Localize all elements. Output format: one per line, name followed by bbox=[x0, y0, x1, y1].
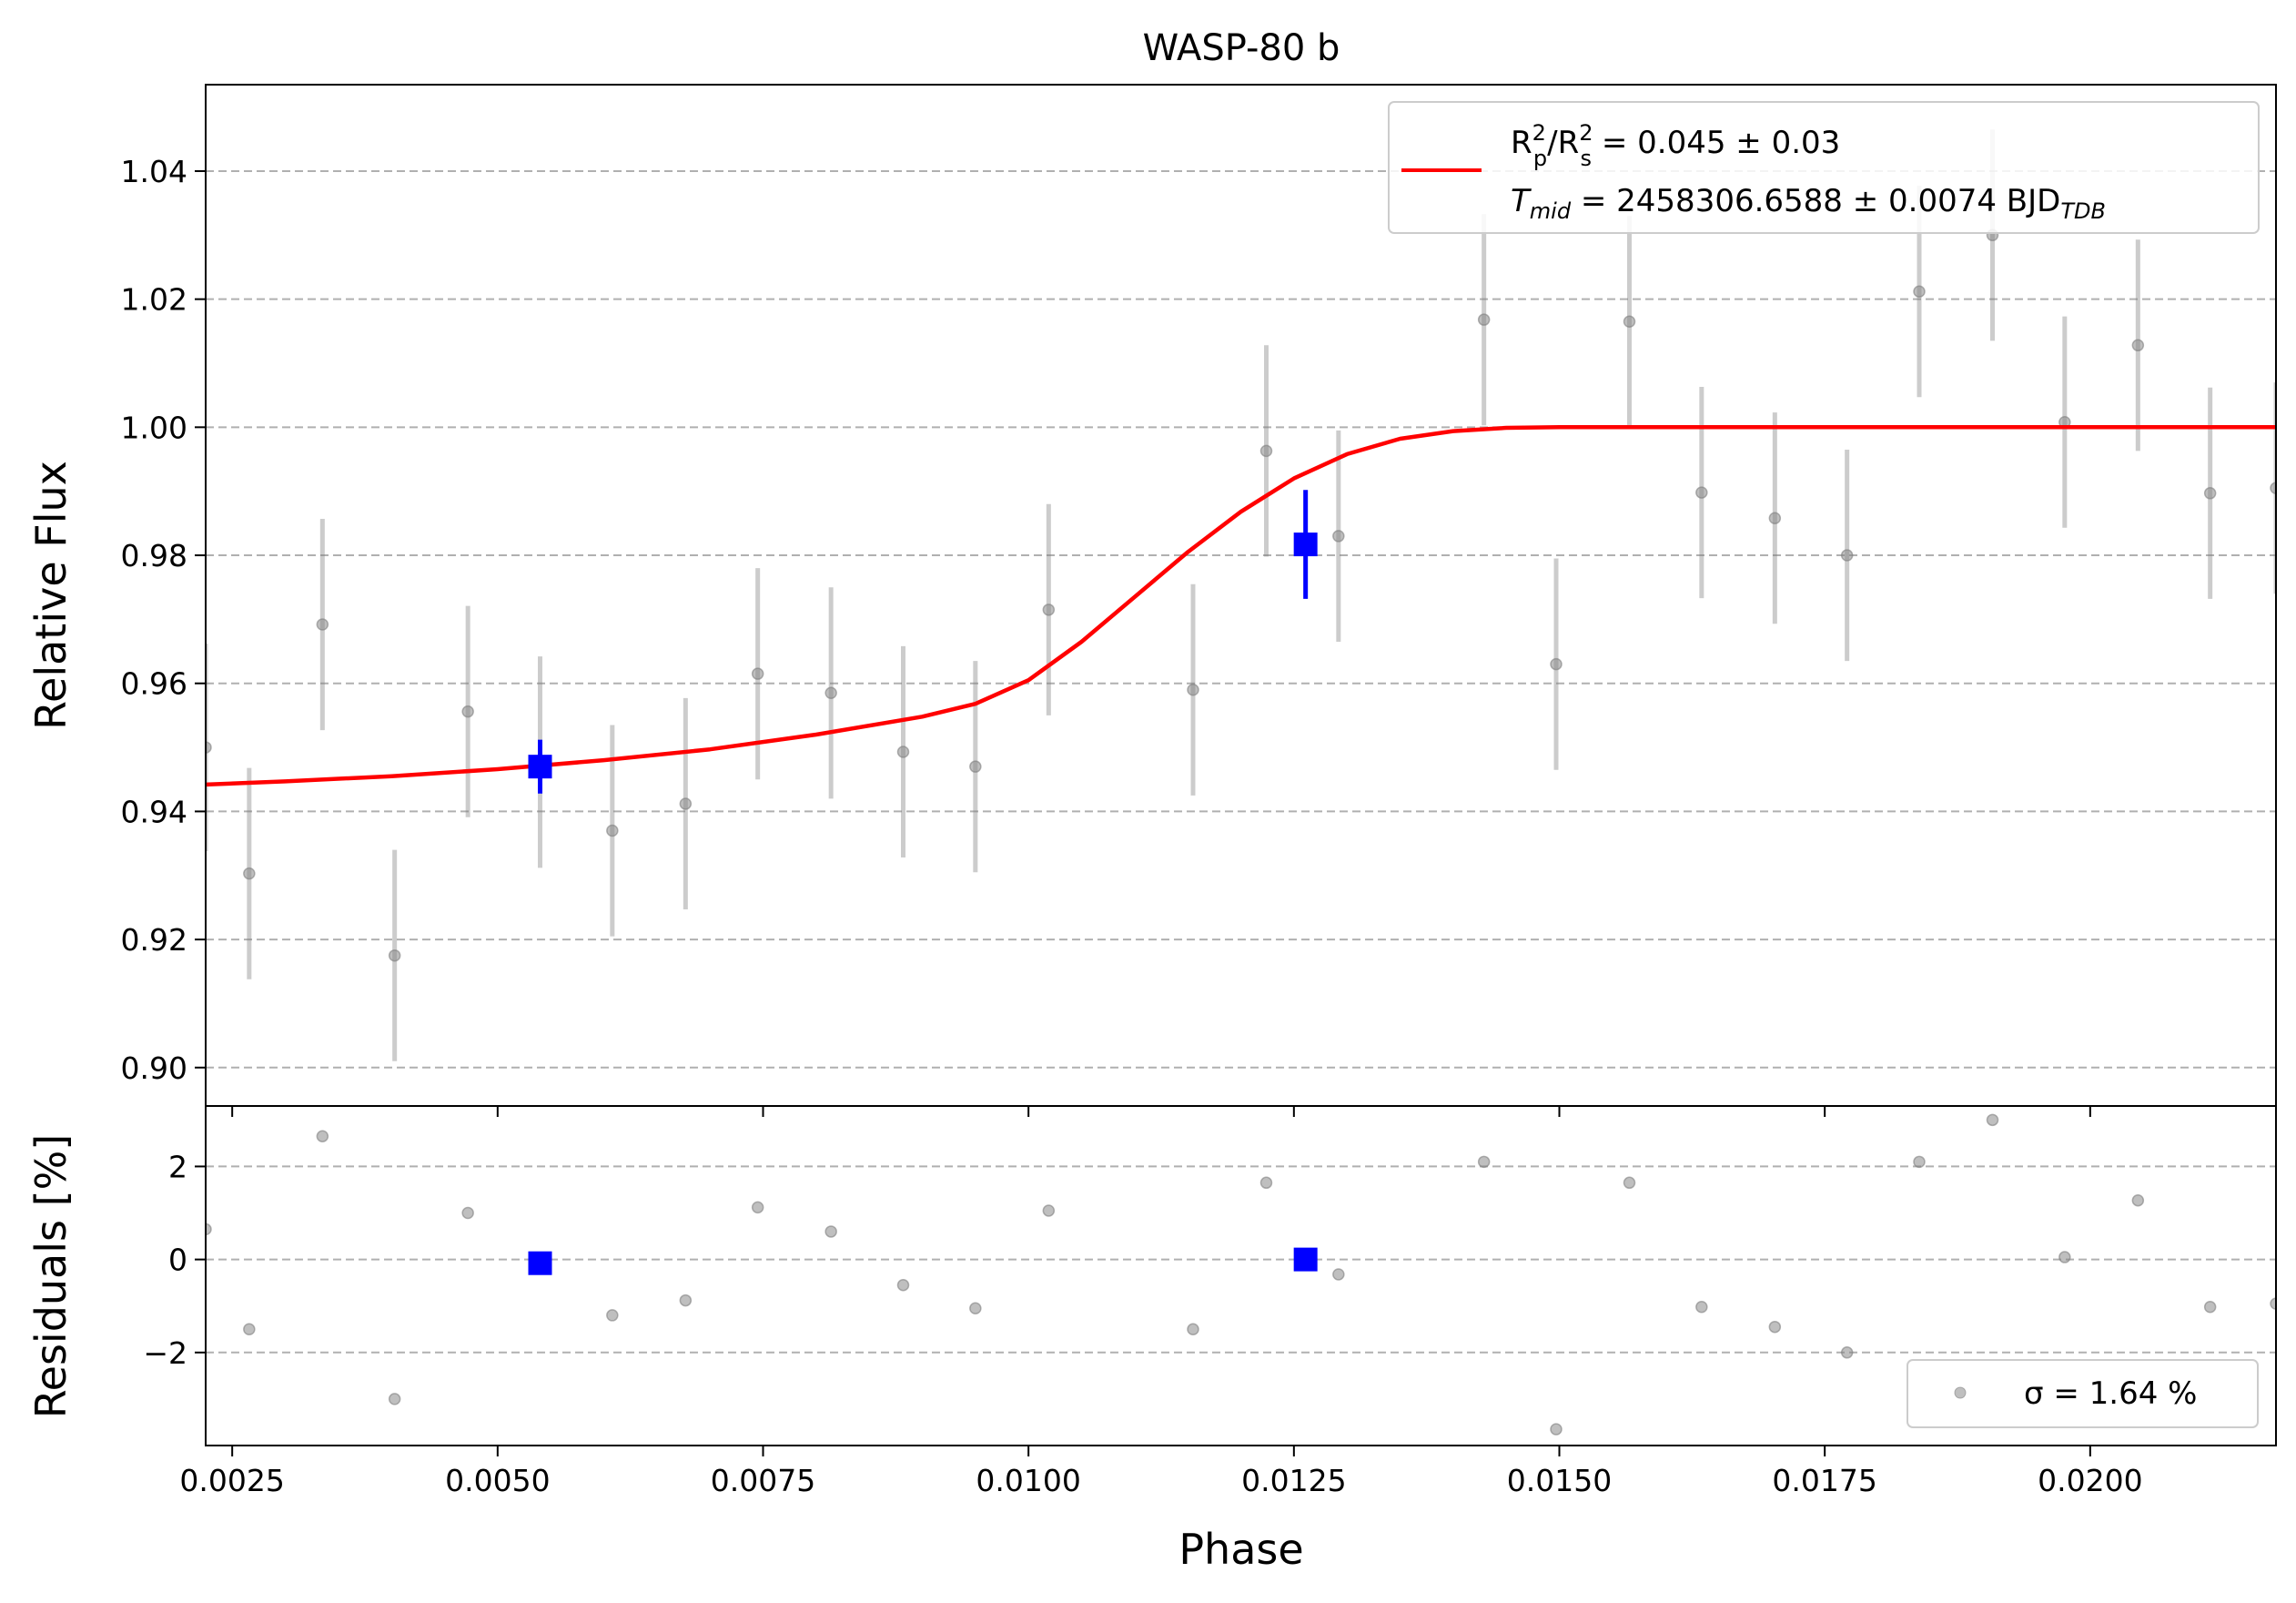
residual-point bbox=[1042, 1204, 1056, 1217]
main-y-axis: 0.90 0.92 0.94 0.96 0.98 1.00 1.02 1.04 bbox=[121, 154, 2091, 1117]
data-point bbox=[1259, 444, 1273, 458]
data-point bbox=[243, 867, 256, 880]
data-point bbox=[1840, 549, 1854, 562]
residual-point bbox=[969, 1302, 982, 1315]
data-point bbox=[388, 949, 401, 962]
residual-point bbox=[461, 1206, 474, 1220]
data-point bbox=[1477, 313, 1491, 326]
residual-binned-point bbox=[528, 1251, 552, 1275]
y-axis-label-residuals: Residuals [%] bbox=[26, 1134, 76, 1418]
residual-y-axis: −2 0 2 bbox=[143, 1149, 206, 1371]
residual-binned-point bbox=[1293, 1247, 1318, 1272]
residual-point bbox=[206, 1223, 212, 1236]
residual-point bbox=[896, 1278, 910, 1292]
data-point bbox=[679, 797, 693, 810]
x-tick-label: 0.0200 bbox=[2038, 1463, 2142, 1498]
data-point bbox=[896, 746, 910, 758]
main-legend-box bbox=[1388, 101, 2260, 234]
residual-point bbox=[2131, 1193, 2145, 1207]
legend-residual-marker bbox=[1954, 1386, 1967, 1399]
legend-tmid-text: Tmid = 2458306.6588 ± 0.0074 BJDTDB bbox=[1511, 183, 2106, 224]
main-y-tick-label: 1.04 bbox=[121, 154, 187, 189]
data-point bbox=[1550, 657, 1563, 671]
chart-title: WASP-80 b bbox=[1143, 27, 1340, 69]
data-point bbox=[206, 741, 212, 754]
data-point bbox=[1913, 285, 1926, 298]
residual-point bbox=[1332, 1268, 1345, 1281]
residual-legend: σ = 1.64 % bbox=[1907, 1359, 2259, 1428]
x-tick-label: 0.0175 bbox=[1772, 1463, 1876, 1498]
data-point bbox=[2131, 339, 2145, 352]
residual-point bbox=[824, 1225, 837, 1238]
main-y-tick-label: 0.90 bbox=[121, 1050, 187, 1086]
residual-point bbox=[1768, 1320, 1782, 1334]
data-point bbox=[606, 824, 619, 837]
data-point bbox=[461, 705, 474, 718]
data-point bbox=[1623, 315, 1636, 329]
residual-point bbox=[1623, 1176, 1636, 1190]
model-curve bbox=[206, 425, 2276, 787]
main-gridlines bbox=[206, 169, 2276, 1069]
main-y-tick-label: 0.98 bbox=[121, 538, 187, 573]
x-axis-label: Phase bbox=[1178, 1525, 1303, 1574]
data-point bbox=[969, 760, 982, 773]
residual-point bbox=[1986, 1113, 1999, 1127]
x-tick-label: 0.0050 bbox=[445, 1463, 550, 1498]
residual-point bbox=[679, 1294, 693, 1307]
binned-point bbox=[528, 755, 552, 779]
x-tick-label: 0.0150 bbox=[1507, 1463, 1612, 1498]
main-y-tick-label: 1.00 bbox=[121, 410, 187, 445]
main-y-tick-label: 0.96 bbox=[121, 666, 187, 702]
residual-y-tick-label: −2 bbox=[143, 1335, 187, 1371]
residual-point bbox=[1477, 1155, 1491, 1169]
residual-plot-area bbox=[206, 1113, 2276, 1436]
data-point bbox=[1332, 530, 1345, 543]
x-tick-label: 0.0025 bbox=[179, 1463, 284, 1498]
data-point bbox=[1187, 684, 1199, 696]
data-point bbox=[1768, 512, 1782, 524]
residual-point bbox=[2058, 1251, 2071, 1263]
x-tick-label: 0.0125 bbox=[1241, 1463, 1346, 1498]
residual-point bbox=[606, 1309, 619, 1322]
data-point bbox=[2203, 487, 2217, 500]
data-point bbox=[1695, 486, 1708, 499]
data-point bbox=[316, 618, 329, 631]
main-y-tick-label: 0.92 bbox=[121, 922, 187, 958]
x-axis: 0.0025 0.0050 0.0075 0.0100 0.0125 0.0150 0.01… bbox=[179, 1446, 2143, 1498]
residual-axes-frame bbox=[205, 1105, 2277, 1446]
residual-point bbox=[1187, 1323, 1199, 1336]
residual-point bbox=[1840, 1346, 1854, 1359]
residual-point bbox=[1695, 1300, 1708, 1314]
residual-point bbox=[751, 1201, 764, 1214]
residual-point bbox=[243, 1323, 256, 1336]
main-y-tick-label: 1.02 bbox=[121, 282, 187, 318]
legend-sigma-text: σ = 1.64 % bbox=[2024, 1375, 2197, 1412]
main-y-tick-label: 0.94 bbox=[121, 794, 187, 829]
data-point bbox=[824, 686, 837, 700]
y-axis-label-main: Relative Flux bbox=[26, 461, 76, 730]
x-tick-label: 0.0075 bbox=[711, 1463, 815, 1498]
main-legend: R2 p/R2 s = 0.045 ± 0.03 Tmid = 2458306.65… bbox=[1388, 101, 2260, 234]
residual-point bbox=[1550, 1423, 1563, 1436]
data-point bbox=[2270, 482, 2276, 494]
residual-legend-box bbox=[1907, 1359, 2259, 1428]
residual-point bbox=[2203, 1300, 2217, 1314]
residual-point bbox=[316, 1130, 329, 1142]
data-point bbox=[751, 667, 764, 680]
residual-point bbox=[1913, 1155, 1926, 1169]
residual-y-tick-label: 0 bbox=[168, 1243, 187, 1278]
residual-y-tick-label: 2 bbox=[168, 1149, 187, 1184]
residual-point bbox=[388, 1393, 401, 1405]
residual-point bbox=[2270, 1297, 2276, 1310]
main-plot-area bbox=[206, 129, 2276, 1061]
x-tick-label: 0.0100 bbox=[976, 1463, 1080, 1498]
data-point bbox=[1042, 604, 1056, 616]
residual-point bbox=[1259, 1176, 1273, 1190]
binned-point bbox=[1293, 533, 1318, 557]
